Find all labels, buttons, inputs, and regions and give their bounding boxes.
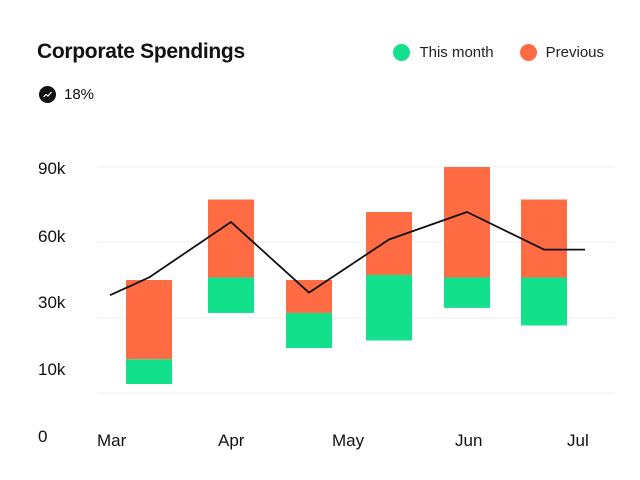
legend-item-this-month[interactable]: This month bbox=[393, 44, 494, 61]
bar-group[interactable] bbox=[444, 167, 490, 308]
bar-group[interactable] bbox=[521, 199, 567, 326]
x-tick-label: Mar bbox=[97, 431, 127, 450]
bar-group[interactable] bbox=[126, 280, 172, 384]
bar-this-month[interactable] bbox=[286, 312, 332, 348]
trend-line bbox=[109, 211, 585, 297]
legend-swatch-icon bbox=[393, 44, 411, 61]
legend-swatch-icon bbox=[519, 44, 537, 61]
trend-badge: 18% bbox=[39, 86, 94, 103]
y-tick-label: 30k bbox=[38, 293, 66, 312]
y-tick-label: 90k bbox=[38, 159, 66, 178]
x-tick-label: Jul bbox=[567, 431, 589, 450]
bar-group[interactable] bbox=[286, 280, 332, 348]
bar-previous[interactable] bbox=[444, 167, 490, 278]
x-tick-label: May bbox=[332, 431, 365, 450]
bar-this-month[interactable] bbox=[366, 274, 412, 341]
bar-group[interactable] bbox=[208, 199, 254, 313]
y-tick-label: 60k bbox=[38, 227, 66, 246]
bar-this-month[interactable] bbox=[521, 277, 567, 326]
trend-up-icon bbox=[39, 86, 56, 103]
bar-previous[interactable] bbox=[366, 212, 412, 275]
bar-this-month[interactable] bbox=[208, 277, 254, 313]
bar-previous[interactable] bbox=[286, 280, 332, 313]
trend-value: 18% bbox=[64, 86, 95, 103]
x-tick-label: Jun bbox=[455, 431, 482, 450]
legend-label: Previous bbox=[545, 44, 604, 61]
bar-this-month[interactable] bbox=[126, 359, 172, 384]
legend-item-previous[interactable]: Previous bbox=[519, 44, 604, 61]
y-tick-label: 0 bbox=[38, 427, 47, 446]
bar-previous[interactable] bbox=[521, 199, 567, 278]
bar-previous[interactable] bbox=[126, 280, 172, 360]
y-tick-label: 10k bbox=[38, 360, 66, 379]
chart-title: Corporate Spendings bbox=[37, 40, 245, 63]
bar-previous[interactable] bbox=[208, 199, 254, 278]
legend: This month Previous bbox=[393, 44, 604, 61]
x-tick-label: Apr bbox=[218, 431, 245, 450]
bar-this-month[interactable] bbox=[444, 277, 490, 308]
legend-label: This month bbox=[419, 44, 494, 61]
bar-group[interactable] bbox=[366, 212, 412, 341]
